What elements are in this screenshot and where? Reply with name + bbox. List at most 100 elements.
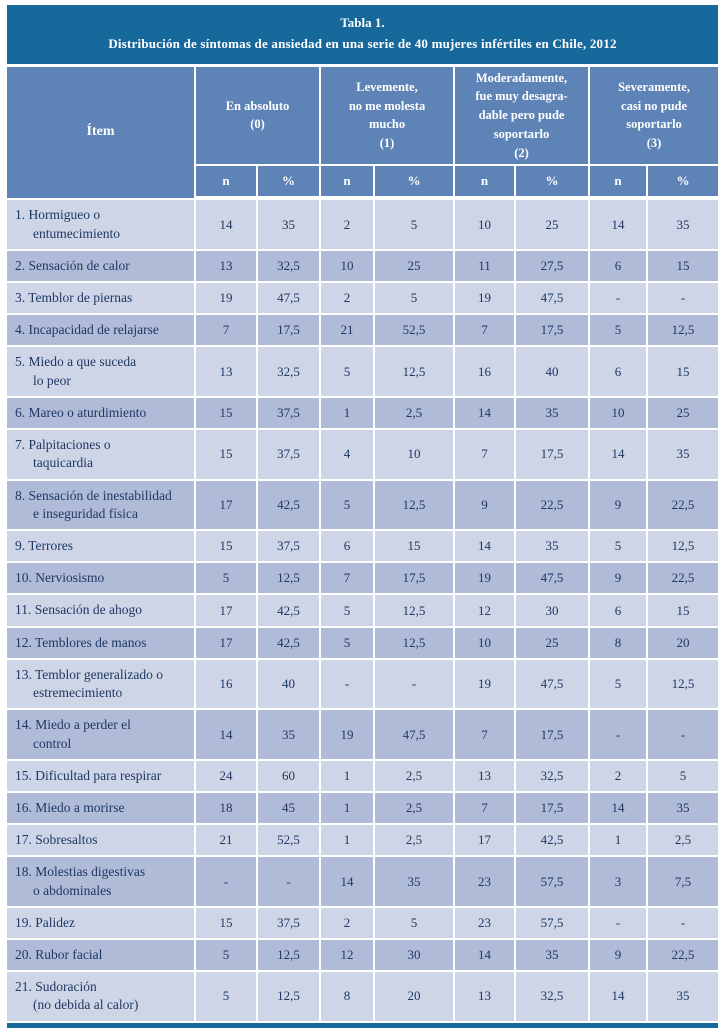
table-row: 7. Palpitaciones o taquicardia 15 37,5 4 10 7 1…: [7, 428, 719, 479]
value-cell: 35: [516, 528, 591, 562]
value-cell: 5: [196, 970, 258, 1021]
value-cell: 25: [375, 248, 456, 281]
group-label-line: (0): [250, 117, 265, 132]
value-cell: -: [258, 855, 322, 906]
value-cell: 2: [321, 198, 376, 249]
table-row: 15. Dificultad para respirar 24 60 1 2,5 13 32…: [7, 758, 719, 791]
table-row: 11. Sensación de ahogo 17 42,5 5 12,5 12 30 6 15: [7, 593, 719, 626]
value-cell: 14: [196, 708, 258, 759]
value-cell: 35: [648, 970, 719, 1021]
value-cell: 5: [196, 938, 258, 971]
value-cell: -: [590, 281, 649, 314]
value-cell: 14: [455, 528, 517, 562]
group-header-row: Ítem En absoluto (0) Levemente, no me mole…: [7, 66, 719, 199]
group-label-line: dable pero pude: [478, 108, 565, 123]
table-row: 6. Mareo o aturdimiento 15 37,5 1 2,5 14 35 10 2…: [7, 395, 719, 429]
item-cell: 19. Palidez: [7, 905, 196, 939]
value-cell: 37,5: [258, 528, 322, 562]
value-cell: 7: [455, 708, 517, 759]
value-cell: 17,5: [258, 313, 322, 346]
value-cell: 5: [321, 593, 376, 626]
value-cell: 15: [648, 345, 719, 396]
value-cell: 1: [321, 395, 376, 429]
table-row: 21. Sudoración (no debida al calor) 5 12,5 8…: [7, 970, 719, 1021]
table-row: 20. Rubor facial 5 12,5 12 30 14 35 9 22,5: [7, 938, 719, 971]
value-cell: 6: [321, 528, 376, 562]
group-label-line: fue muy desagra-: [475, 89, 568, 104]
value-cell: 9: [590, 478, 649, 529]
item-cell: 5. Miedo a que suceda lo peor: [7, 345, 196, 396]
item-cell: 17. Sobresaltos: [7, 823, 196, 856]
item-label: 7. Palpitaciones o: [15, 437, 111, 453]
value-cell: -: [321, 657, 376, 709]
value-cell: 17: [196, 593, 258, 626]
value-cell: 8: [321, 970, 376, 1021]
value-cell: 40: [516, 345, 591, 396]
table-title-bar: Tabla 1. Distribución de síntomas de ans…: [7, 5, 718, 64]
value-cell: 60: [258, 758, 322, 791]
value-cell: -: [648, 905, 719, 939]
item-cell: 3. Temblor de piernas: [7, 281, 196, 314]
group-label-line: (1): [379, 136, 395, 151]
subheader-n-0: n: [196, 166, 258, 199]
item-cell: 14. Miedo a perder el control: [7, 708, 196, 759]
value-cell: 15: [196, 428, 258, 479]
item-label: 16. Miedo a morirse: [15, 799, 125, 815]
item-label: 12. Temblores de manos: [15, 634, 147, 650]
table-row: 2. Sensación de calor 13 32,5 10 25 11 27,5 6 15: [7, 248, 719, 281]
item-cell: 4. Incapacidad de relajarse: [7, 313, 196, 346]
value-cell: 35: [375, 855, 456, 906]
item-label: 5. Miedo a que suceda: [15, 354, 137, 370]
item-label: 4. Incapacidad de relajarse: [15, 322, 159, 338]
value-cell: 9: [455, 478, 517, 529]
value-cell: 37,5: [258, 428, 322, 479]
group-label-line: (2): [514, 145, 529, 160]
value-cell: 12,5: [258, 970, 322, 1021]
item-cell: 20. Rubor facial: [7, 938, 196, 971]
value-cell: 14: [590, 790, 649, 824]
value-cell: 12: [321, 938, 376, 971]
item-label: 3. Temblor de piernas: [15, 290, 133, 305]
value-cell: 10: [375, 428, 456, 479]
subheader-n-1: n: [321, 166, 376, 199]
item-label-continued: e inseguridad física: [33, 505, 138, 521]
table-row: 4. Incapacidad de relajarse 7 17,5 21 52,5 7 1…: [7, 313, 719, 346]
item-label: 20. Rubor facial: [15, 947, 103, 963]
value-cell: 15: [648, 248, 719, 281]
item-cell: 11. Sensación de ahogo: [7, 593, 196, 626]
value-cell: 23: [455, 905, 517, 939]
value-cell: -: [375, 657, 456, 709]
value-cell: 20: [375, 970, 456, 1021]
value-cell: 35: [516, 938, 591, 971]
value-cell: 5: [196, 561, 258, 594]
value-cell: 19: [455, 281, 517, 314]
value-cell: 32,5: [258, 345, 322, 396]
col-header-item: Ítem: [7, 66, 196, 199]
item-label-continued: (no debida al calor): [33, 997, 139, 1013]
group-label-line: mucho: [368, 117, 406, 132]
subheader-n-3: n: [590, 166, 649, 199]
value-cell: 12,5: [258, 938, 322, 971]
anxiety-symptoms-table: Ítem En absoluto (0) Levemente, no me mole…: [7, 66, 719, 1021]
value-cell: 15: [196, 905, 258, 939]
value-cell: 52,5: [258, 823, 322, 856]
value-cell: 19: [455, 657, 517, 709]
table-row: 9. Terrores 15 37,5 6 15 14 35 5 12,5: [7, 528, 719, 562]
value-cell: 12,5: [375, 593, 456, 626]
value-cell: 5: [590, 313, 649, 346]
value-cell: 14: [455, 938, 517, 971]
item-cell: 1. Hormigueo o entumecimiento: [7, 198, 196, 249]
item-label: 6. Mareo o aturdimiento: [15, 404, 147, 420]
table-caption: Distribución de síntomas de ansiedad en …: [108, 35, 617, 51]
table-row: 10. Nerviosismo 5 12,5 7 17,5 19 47,5 9 22,5: [7, 561, 719, 594]
value-cell: 7: [455, 428, 517, 479]
value-cell: 42,5: [516, 823, 591, 856]
subheader-pct-2: %: [516, 166, 591, 199]
value-cell: 10: [321, 248, 376, 281]
item-label: 8. Sensación de inestabilidad: [15, 487, 172, 503]
item-cell: 6. Mareo o aturdimiento: [7, 395, 196, 429]
table-header: Ítem En absoluto (0) Levemente, no me mole…: [7, 66, 719, 199]
value-cell: 15: [648, 593, 719, 626]
value-cell: -: [590, 905, 649, 939]
table-row: 18. Molestias digestivas o abdominales - -1…: [7, 855, 719, 906]
